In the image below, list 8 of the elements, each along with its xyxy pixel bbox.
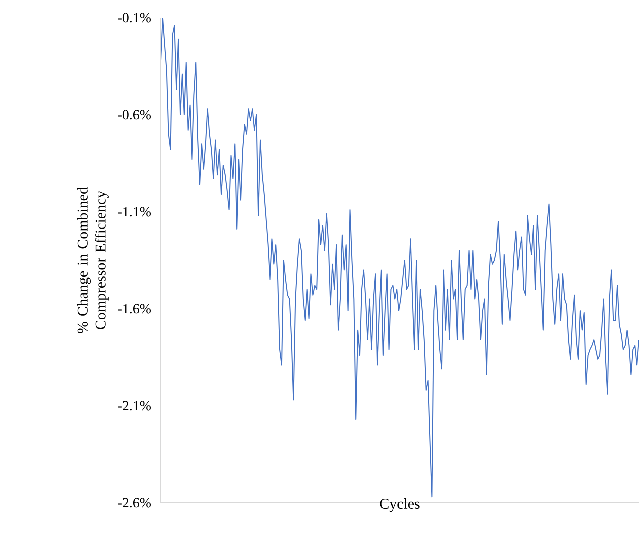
y-tick-label: -1.1%: [118, 207, 152, 217]
y-tick-label: -1.6%: [118, 304, 152, 314]
y-axis-title: % Change in Combined Compressor Efficiency: [77, 187, 109, 334]
y-tick-label: -2.1%: [118, 401, 152, 411]
x-axis-title: Cycles: [380, 498, 420, 512]
y-tick-label: -2.6%: [118, 498, 152, 508]
y-tick-label: -0.6%: [118, 110, 152, 120]
y-tick-label: -0.1%: [118, 13, 152, 23]
